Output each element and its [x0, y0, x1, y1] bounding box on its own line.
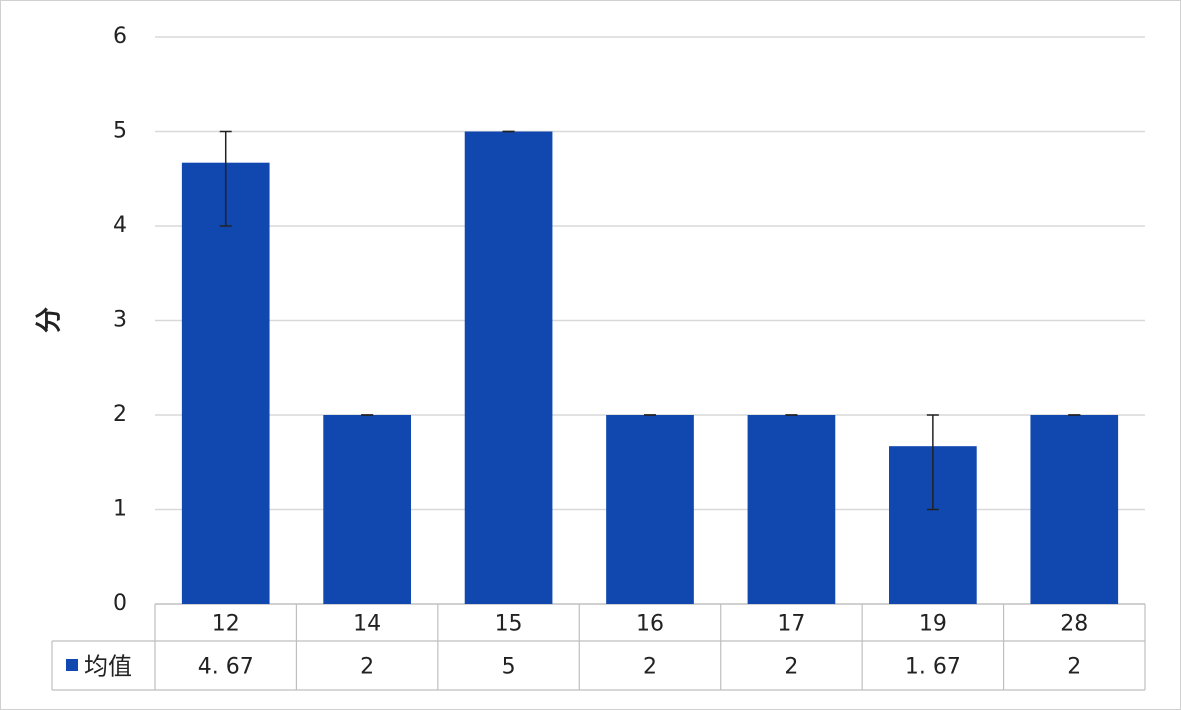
y-tick-label: 6	[113, 24, 127, 49]
y-tick-label: 5	[113, 119, 127, 144]
bar	[1030, 415, 1119, 604]
table-value: 2	[1067, 655, 1081, 680]
x-tick-label: 17	[777, 612, 805, 637]
y-tick-label: 4	[113, 213, 127, 238]
x-tick-label: 28	[1060, 612, 1088, 637]
table-value: 1. 67	[905, 655, 961, 680]
x-tick-label: 12	[212, 612, 240, 637]
x-tick-label: 15	[495, 612, 523, 637]
bar	[606, 415, 694, 604]
y-tick-label: 3	[113, 308, 127, 333]
y-tick-label: 2	[113, 402, 127, 427]
bar	[323, 415, 411, 604]
y-tick-label: 1	[113, 497, 127, 522]
y-axis-label: 分	[35, 307, 65, 333]
x-tick-label: 19	[919, 612, 947, 637]
bar	[464, 131, 553, 604]
table-value: 2	[784, 655, 798, 680]
table-value: 4. 67	[198, 655, 254, 680]
error-bar	[926, 414, 939, 511]
x-tick-label: 16	[636, 612, 664, 637]
error-bar	[219, 130, 232, 227]
legend-swatch	[66, 659, 78, 671]
y-tick-label: 0	[113, 591, 127, 616]
bar	[181, 162, 270, 604]
legend-label: 均值	[84, 653, 132, 681]
bar	[747, 415, 836, 604]
table-value: 5	[502, 655, 516, 680]
table-value: 2	[643, 655, 657, 680]
x-tick-label: 14	[353, 612, 381, 637]
table-value: 2	[360, 655, 374, 680]
